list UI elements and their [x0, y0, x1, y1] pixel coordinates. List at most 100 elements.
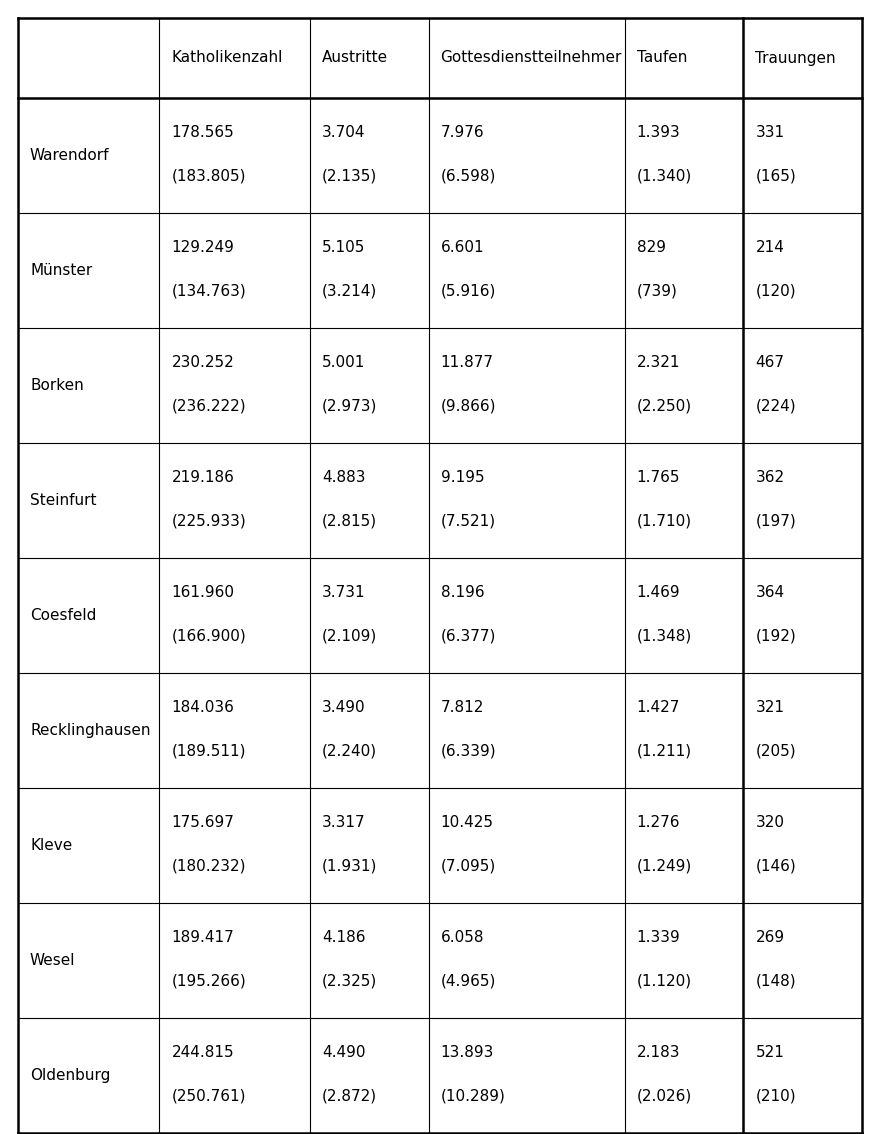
Text: 8.196: 8.196 [441, 585, 484, 600]
Text: (197): (197) [755, 514, 796, 528]
Text: 5.001: 5.001 [322, 355, 365, 370]
Text: 10.425: 10.425 [441, 815, 494, 830]
Text: (739): (739) [637, 284, 678, 298]
Text: 521: 521 [755, 1046, 784, 1060]
Text: 362: 362 [755, 469, 784, 485]
Text: (120): (120) [755, 284, 796, 298]
Text: (166.900): (166.900) [172, 628, 246, 644]
Text: (225.933): (225.933) [172, 514, 246, 528]
Text: Wesel: Wesel [30, 953, 76, 968]
Text: Oldenburg: Oldenburg [30, 1068, 110, 1083]
Text: (146): (146) [755, 858, 796, 873]
Text: Münster: Münster [30, 263, 92, 278]
Text: (2.325): (2.325) [322, 974, 378, 989]
Text: (148): (148) [755, 974, 796, 989]
Text: 6.058: 6.058 [441, 930, 484, 945]
Text: (1.249): (1.249) [637, 858, 692, 873]
Text: 5.105: 5.105 [322, 240, 365, 255]
Text: (1.931): (1.931) [322, 858, 378, 873]
Text: (224): (224) [755, 399, 796, 414]
Text: Coesfeld: Coesfeld [30, 608, 97, 623]
Text: Recklinghausen: Recklinghausen [30, 723, 150, 738]
Text: (2.872): (2.872) [322, 1089, 378, 1103]
Text: 1.469: 1.469 [637, 585, 680, 600]
Text: (2.973): (2.973) [322, 399, 378, 414]
Text: 4.490: 4.490 [322, 1046, 365, 1060]
Text: 1.393: 1.393 [637, 125, 680, 139]
Text: Warendorf: Warendorf [30, 149, 109, 163]
Text: (1.348): (1.348) [637, 628, 692, 644]
Text: 178.565: 178.565 [172, 125, 234, 139]
Text: 3.731: 3.731 [322, 585, 365, 600]
Text: 1.427: 1.427 [637, 700, 680, 716]
Text: 219.186: 219.186 [172, 469, 234, 485]
Text: 3.704: 3.704 [322, 125, 365, 139]
Text: (10.289): (10.289) [441, 1089, 505, 1103]
Text: (5.916): (5.916) [441, 284, 496, 298]
Text: 230.252: 230.252 [172, 355, 234, 370]
Text: (2.815): (2.815) [322, 514, 378, 528]
Text: (2.250): (2.250) [637, 399, 692, 414]
Text: (183.805): (183.805) [172, 169, 246, 184]
Text: (195.266): (195.266) [172, 974, 246, 989]
Text: (192): (192) [755, 628, 796, 644]
Text: 214: 214 [755, 240, 784, 255]
Text: (6.339): (6.339) [441, 744, 496, 759]
Text: 11.877: 11.877 [441, 355, 494, 370]
Text: 331: 331 [755, 125, 784, 139]
Text: (7.521): (7.521) [441, 514, 495, 528]
Text: 4.186: 4.186 [322, 930, 365, 945]
Text: 2.321: 2.321 [637, 355, 680, 370]
Text: 13.893: 13.893 [441, 1046, 494, 1060]
Text: 321: 321 [755, 700, 784, 716]
Text: 7.976: 7.976 [441, 125, 484, 139]
Text: 269: 269 [755, 930, 784, 945]
Text: (7.095): (7.095) [441, 858, 495, 873]
Text: (1.340): (1.340) [637, 169, 692, 184]
Text: 829: 829 [637, 240, 666, 255]
Text: 7.812: 7.812 [441, 700, 484, 716]
Text: Taufen: Taufen [637, 51, 687, 66]
Text: (6.598): (6.598) [441, 169, 496, 184]
Text: Kleve: Kleve [30, 838, 72, 853]
Text: 9.195: 9.195 [441, 469, 484, 485]
Text: (2.026): (2.026) [637, 1089, 692, 1103]
Text: Austritte: Austritte [322, 51, 388, 66]
Text: (2.109): (2.109) [322, 628, 378, 644]
Text: 1.765: 1.765 [637, 469, 680, 485]
Text: Steinfurt: Steinfurt [30, 493, 97, 508]
Text: Gottesdienstteilnehmer: Gottesdienstteilnehmer [441, 51, 622, 66]
Text: 175.697: 175.697 [172, 815, 234, 830]
Text: Trauungen: Trauungen [755, 51, 836, 66]
Text: (1.211): (1.211) [637, 744, 692, 759]
Text: 320: 320 [755, 815, 784, 830]
Text: Katholikenzahl: Katholikenzahl [172, 51, 282, 66]
Text: (6.377): (6.377) [441, 628, 496, 644]
Text: (9.866): (9.866) [441, 399, 496, 414]
Text: (189.511): (189.511) [172, 744, 246, 759]
Text: 2.183: 2.183 [637, 1046, 680, 1060]
Text: 189.417: 189.417 [172, 930, 234, 945]
Text: 161.960: 161.960 [172, 585, 234, 600]
Text: (1.120): (1.120) [637, 974, 692, 989]
Text: (180.232): (180.232) [172, 858, 246, 873]
Text: (2.240): (2.240) [322, 744, 378, 759]
Text: (134.763): (134.763) [172, 284, 246, 298]
Text: (236.222): (236.222) [172, 399, 246, 414]
Text: 3.317: 3.317 [322, 815, 365, 830]
Text: 3.490: 3.490 [322, 700, 365, 716]
Text: 364: 364 [755, 585, 784, 600]
Text: (250.761): (250.761) [172, 1089, 246, 1103]
Text: 244.815: 244.815 [172, 1046, 234, 1060]
Text: (3.214): (3.214) [322, 284, 378, 298]
Text: (2.135): (2.135) [322, 169, 378, 184]
Text: (1.710): (1.710) [637, 514, 692, 528]
Text: (165): (165) [755, 169, 796, 184]
Text: 129.249: 129.249 [172, 240, 234, 255]
Text: Borken: Borken [30, 378, 84, 393]
Text: 467: 467 [755, 355, 784, 370]
Text: 4.883: 4.883 [322, 469, 365, 485]
Text: (4.965): (4.965) [441, 974, 496, 989]
Text: 184.036: 184.036 [172, 700, 234, 716]
Text: 1.339: 1.339 [637, 930, 680, 945]
